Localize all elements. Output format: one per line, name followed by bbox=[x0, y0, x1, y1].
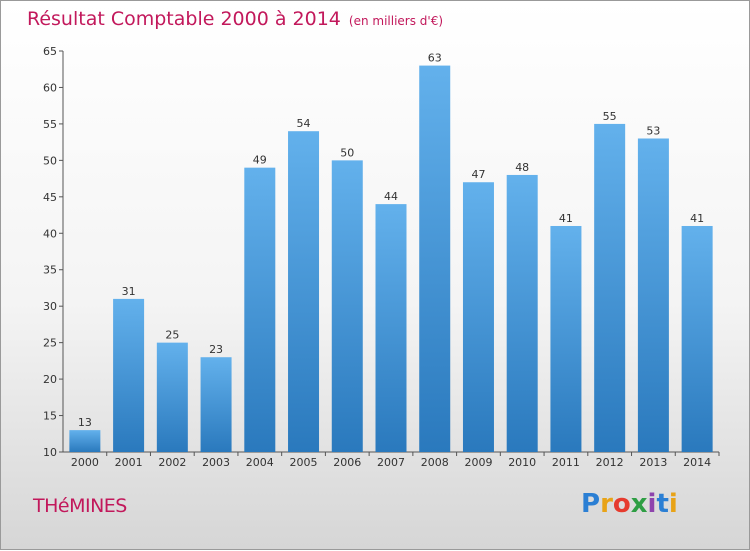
y-tick-label: 15 bbox=[43, 410, 57, 423]
y-tick-label: 30 bbox=[43, 300, 57, 313]
bar-2006 bbox=[331, 160, 363, 452]
data-label: 47 bbox=[471, 168, 485, 181]
x-tick-label: 2000 bbox=[71, 456, 99, 469]
data-label: 25 bbox=[165, 329, 179, 342]
x-tick-label: 2001 bbox=[115, 456, 143, 469]
data-label: 13 bbox=[78, 416, 92, 429]
bar-2000 bbox=[69, 430, 101, 452]
logo-letter: i bbox=[647, 489, 657, 519]
logo-letter: P bbox=[581, 489, 601, 519]
data-label: 41 bbox=[559, 212, 573, 225]
bar-2009 bbox=[462, 182, 494, 452]
x-tick-label: 2003 bbox=[202, 456, 230, 469]
bar-2007 bbox=[375, 204, 407, 452]
bar-2011 bbox=[550, 225, 582, 452]
x-tick-label: 2002 bbox=[158, 456, 186, 469]
y-tick-label: 55 bbox=[43, 118, 57, 131]
data-label: 63 bbox=[428, 52, 442, 65]
chart-title: Résultat Comptable 2000 à 2014 (en millie… bbox=[27, 8, 444, 30]
x-tick-label: 2008 bbox=[421, 456, 449, 469]
bar-2012 bbox=[594, 123, 626, 452]
x-tick-label: 2010 bbox=[508, 456, 536, 469]
bar-2014 bbox=[681, 225, 713, 452]
logo-letter: r bbox=[600, 489, 613, 519]
y-tick-label: 50 bbox=[43, 154, 57, 167]
data-label: 53 bbox=[646, 124, 660, 137]
bar-2003 bbox=[200, 357, 232, 452]
data-label: 54 bbox=[297, 117, 311, 130]
x-tick-label: 2009 bbox=[464, 456, 492, 469]
logo-letter: o bbox=[612, 489, 631, 519]
bar-2013 bbox=[637, 138, 669, 452]
y-tick-label: 20 bbox=[43, 373, 57, 386]
data-label: 41 bbox=[690, 212, 704, 225]
logo-letter: i bbox=[668, 489, 678, 519]
bar-2001 bbox=[113, 298, 145, 452]
bar-2002 bbox=[156, 342, 188, 452]
data-label: 31 bbox=[122, 285, 136, 298]
logo-letter: t bbox=[656, 489, 669, 519]
x-tick-label: 2013 bbox=[639, 456, 667, 469]
chart-subtitle: (en milliers d'€) bbox=[348, 14, 444, 28]
bar-2010 bbox=[506, 174, 538, 453]
data-label: 50 bbox=[340, 146, 354, 159]
y-tick-label: 10 bbox=[43, 446, 57, 459]
x-tick-label: 2014 bbox=[683, 456, 711, 469]
y-tick-label: 25 bbox=[43, 337, 57, 350]
data-label: 48 bbox=[515, 161, 529, 174]
proxiti-logo: Proxiti bbox=[581, 489, 678, 519]
y-tick-label: 35 bbox=[43, 264, 57, 277]
bar-2004 bbox=[244, 167, 276, 452]
bar-2005 bbox=[288, 131, 320, 452]
data-label: 55 bbox=[603, 110, 617, 123]
x-tick-label: 2012 bbox=[596, 456, 624, 469]
commune-name: THéMINES bbox=[33, 495, 127, 517]
bar-2008 bbox=[419, 65, 451, 452]
data-label: 49 bbox=[253, 154, 267, 167]
y-tick-label: 60 bbox=[43, 81, 57, 94]
x-tick-label: 2011 bbox=[552, 456, 580, 469]
data-label: 23 bbox=[209, 343, 223, 356]
y-tick-label: 45 bbox=[43, 191, 57, 204]
logo-letter: x bbox=[630, 489, 648, 519]
data-label: 44 bbox=[384, 190, 398, 203]
x-tick-label: 2004 bbox=[246, 456, 274, 469]
x-tick-label: 2006 bbox=[333, 456, 361, 469]
x-tick-label: 2005 bbox=[290, 456, 318, 469]
y-tick-label: 40 bbox=[43, 227, 57, 240]
y-tick-label: 65 bbox=[43, 45, 57, 58]
x-tick-label: 2007 bbox=[377, 456, 405, 469]
